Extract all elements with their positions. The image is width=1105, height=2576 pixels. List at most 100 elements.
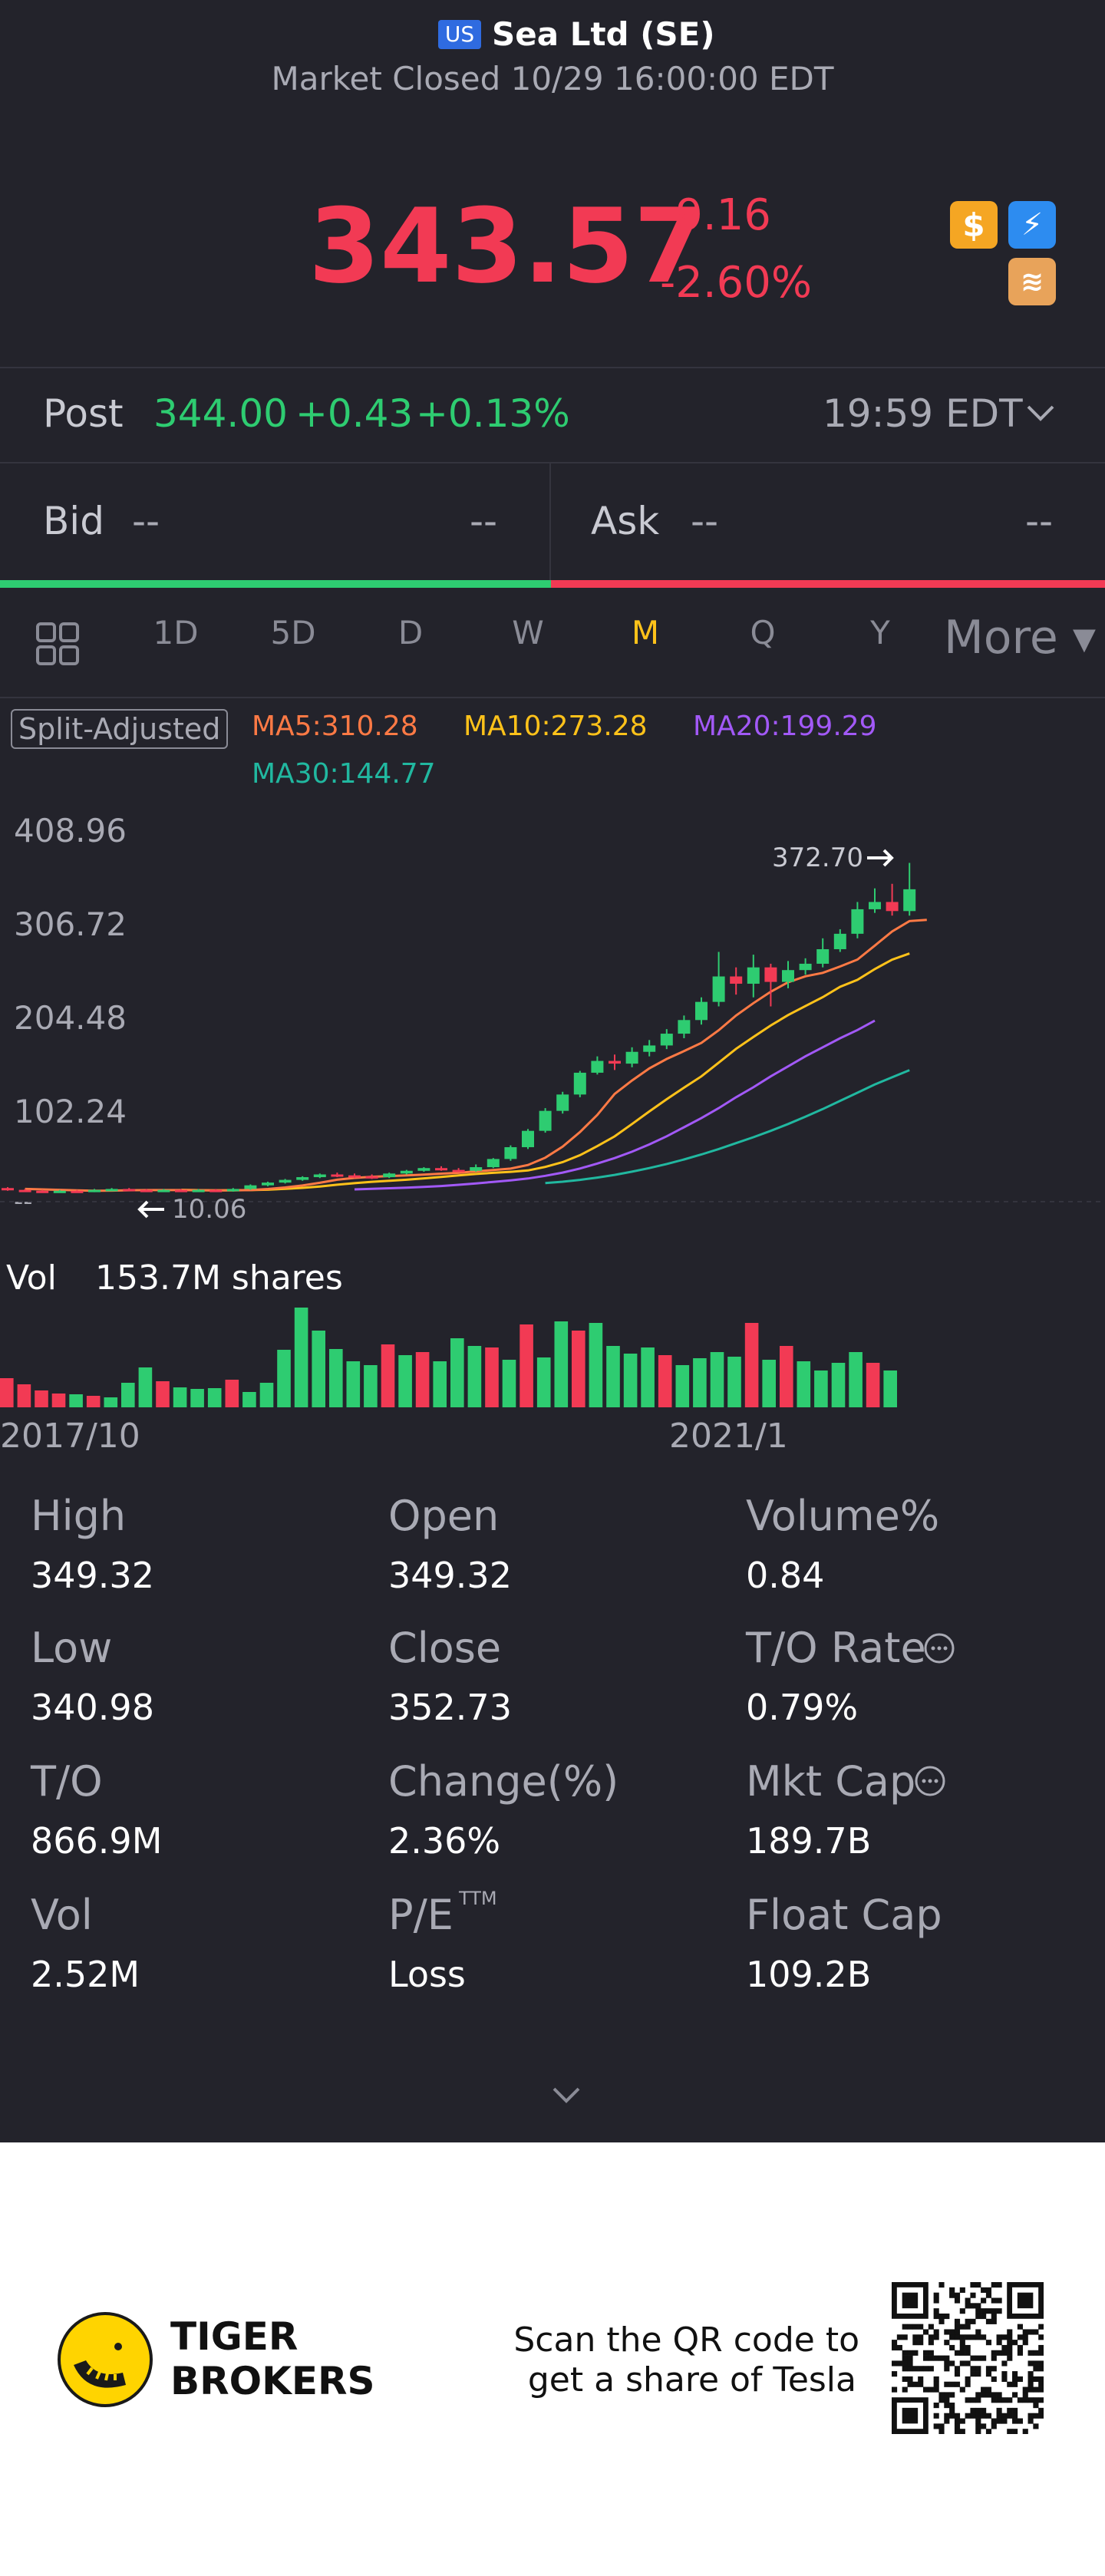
candle <box>279 1179 292 1183</box>
stat-label: T/O <box>31 1757 103 1806</box>
volume-bar <box>814 1370 828 1407</box>
volume-value: 153.7M shares <box>95 1258 343 1298</box>
price-change: -9.16 <box>660 190 771 240</box>
promo-text-line1: Scan the QR code to <box>513 2320 859 2360</box>
volume-bar <box>520 1324 533 1407</box>
split-adjusted-toggle[interactable]: Split-Adjusted <box>11 709 229 749</box>
x-tick-label: 2017/10 <box>0 1417 140 1456</box>
stat-label: T/O Rate <box>746 1624 926 1672</box>
stat-value: 349.32 <box>31 1555 154 1596</box>
candlestick-chart[interactable] <box>0 829 1105 1235</box>
tab-5d[interactable]: 5D <box>270 614 316 651</box>
candle <box>764 967 777 982</box>
expand-chevron-icon[interactable] <box>549 2084 583 2107</box>
volume-bar <box>693 1358 707 1407</box>
tab-w[interactable]: W <box>512 614 544 651</box>
grid-icon[interactable] <box>35 622 80 666</box>
volume-bar <box>364 1365 378 1407</box>
candle <box>348 1175 361 1178</box>
stat-label: P/E <box>388 1891 454 1939</box>
dollar-icon[interactable]: $ <box>950 201 998 249</box>
volume-bar <box>51 1394 66 1407</box>
chevron-down-icon[interactable] <box>1025 402 1056 424</box>
candle <box>365 1176 378 1179</box>
ma5-label: MA5:310.28 <box>252 711 418 742</box>
tab-q[interactable]: Q <box>750 614 776 651</box>
divider <box>0 367 1105 368</box>
ma5-line <box>25 919 927 1192</box>
volume-bar <box>831 1363 846 1407</box>
volume-bar <box>727 1357 741 1407</box>
stat-value: 349.32 <box>388 1555 512 1596</box>
candle <box>331 1174 344 1177</box>
post-change: +0.43 <box>295 391 414 436</box>
divider <box>0 462 1105 463</box>
volume-bar <box>173 1387 187 1407</box>
candle <box>435 1168 447 1171</box>
qr-code-icon[interactable] <box>892 2282 1044 2434</box>
y-tick-label: 102.24 <box>14 1093 127 1130</box>
candle <box>296 1177 309 1180</box>
candle <box>539 1110 552 1131</box>
candle <box>747 967 760 984</box>
post-time[interactable]: 19:59 EDT <box>823 391 1023 436</box>
stat-value: 866.9M <box>31 1820 163 1862</box>
info-icon[interactable] <box>913 1764 947 1798</box>
info-icon[interactable] <box>922 1631 956 1665</box>
volume-bar <box>207 1388 222 1407</box>
volume-bar <box>259 1383 274 1407</box>
volume-bar <box>502 1360 516 1407</box>
y-tick-label: 408.96 <box>14 812 127 849</box>
volume-bar <box>780 1346 793 1407</box>
volume-bar <box>294 1308 308 1407</box>
ma20-line <box>354 1019 876 1191</box>
promo-text-line2: get a share of Tesla <box>527 2360 856 2400</box>
lightning-icon[interactable]: ⚡ <box>1008 201 1056 249</box>
volume-bar <box>190 1389 204 1407</box>
stat-label: Volume% <box>746 1492 940 1540</box>
candle <box>71 1190 84 1193</box>
post-label: Post <box>43 391 124 436</box>
stat-value: 340.98 <box>31 1687 154 1728</box>
volume-bar <box>381 1344 395 1407</box>
candle <box>400 1170 413 1174</box>
tab-d[interactable]: D <box>397 614 424 651</box>
candle <box>88 1189 101 1192</box>
stock-name: Sea Ltd (SE) <box>492 15 715 53</box>
candle <box>244 1185 257 1189</box>
y-tick-label: 306.72 <box>14 905 127 943</box>
last-price: 343.57 <box>308 186 706 306</box>
candle <box>833 933 846 949</box>
bid-bar <box>0 580 551 588</box>
volume-bar <box>69 1394 83 1407</box>
candle <box>522 1130 534 1147</box>
tab-m[interactable]: M <box>631 614 660 651</box>
volume-bar <box>415 1352 430 1407</box>
layers-icon[interactable]: ≋ <box>1008 258 1056 305</box>
tiger-logo-icon <box>58 2312 153 2407</box>
volume-bar <box>86 1396 101 1407</box>
stat-value: 2.36% <box>388 1820 501 1862</box>
x-tick-label: 2021/1 <box>669 1417 788 1456</box>
bid-label: Bid <box>43 499 104 543</box>
y-tick-label: 204.48 <box>14 999 127 1037</box>
volume-chart[interactable] <box>0 1297 1105 1412</box>
volume-bar <box>623 1354 638 1407</box>
candle <box>53 1190 66 1193</box>
candle <box>262 1182 274 1186</box>
ma10-label: MA10:273.28 <box>463 711 648 742</box>
bid-size: -- <box>470 499 498 543</box>
tab-1d[interactable]: 1D <box>153 614 199 651</box>
candle <box>470 1167 483 1171</box>
ma30-line <box>545 1069 910 1185</box>
candle <box>383 1173 396 1178</box>
volume-bar <box>121 1383 135 1407</box>
tab-y[interactable]: Y <box>870 614 890 651</box>
low-marker-label: 10.06 <box>172 1194 247 1225</box>
more-button[interactable]: More ▾ <box>944 611 1096 665</box>
volume-bar <box>849 1352 863 1407</box>
candle <box>712 976 725 1002</box>
candle <box>816 948 830 964</box>
candle <box>140 1189 153 1192</box>
candle <box>591 1060 604 1073</box>
